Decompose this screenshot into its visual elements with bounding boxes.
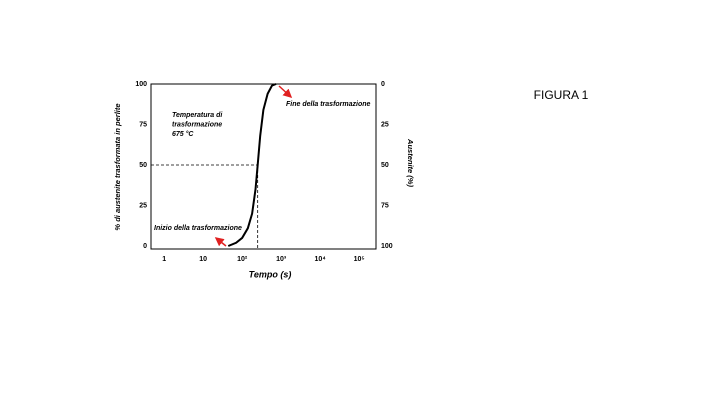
y-tick-label: 25 [139,202,147,209]
y-tick-label: 0 [143,243,147,250]
figure-label: FIGURA 1 [534,88,589,102]
y2-tick-label: 100 [381,243,393,250]
temperature-note: Temperatura di [172,112,223,119]
start-arrow [214,237,227,247]
temperature-note: 675 °C [172,130,194,138]
plot-frame [150,83,377,250]
x-tick-label: 10⁴ [315,256,327,263]
y-tick-label: 100 [135,81,147,88]
x-tick-label: 10⁵ [354,256,365,263]
x-tick-label: 10 [199,256,207,263]
y2-tick-label: 75 [381,202,389,209]
x-tick-label: 1 [162,256,166,263]
curve [227,83,277,247]
end-arrow [278,85,293,99]
y-tick-label: 50 [139,162,147,169]
y2-tick-label: 50 [381,162,389,169]
end-note: Fine della trasformazione [286,101,371,108]
y2-tick-label: 25 [381,121,389,128]
y2-axis-label: Austenite (%) [406,138,415,187]
x-axis-label: Tempo (s) [249,269,292,279]
start-note: Inizio della trasformazione [154,225,242,232]
y2-tick-label: 0 [381,81,385,88]
x-tick-label: 10³ [276,256,287,263]
y-axis-label: % di austenite trasformata in perlite [113,103,122,230]
x-tick-label: 10² [237,256,248,263]
y-tick-label: 75 [139,121,147,128]
temperature-note: trasformazione [172,121,222,128]
